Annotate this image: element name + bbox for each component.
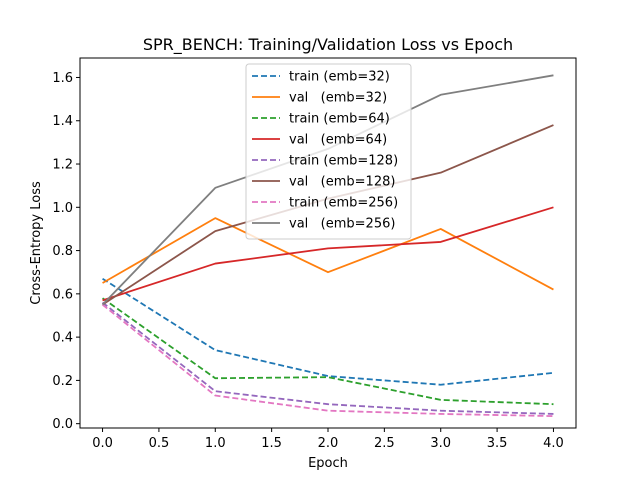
legend: train (emb=32) val (emb=32) train (emb=64)…	[245, 63, 412, 240]
legend-entry: train (emb=128)	[289, 154, 398, 169]
x-tick-label: 0.5	[149, 436, 170, 451]
series-line-1	[102, 217, 554, 291]
x-tick-label: 3.5	[487, 436, 508, 451]
x-tick-label: 1.5	[261, 436, 282, 451]
y-tick-label: 1.0	[52, 201, 73, 216]
x-tick-label: 2.0	[318, 436, 339, 451]
y-axis-label: Cross-Entropy Loss	[29, 181, 44, 305]
series-line-2	[102, 297, 554, 406]
legend-entry: val (emb=128)	[289, 175, 395, 190]
y-axis-ticks: 0.0 0.2 0.4 0.6 0.8 1.0 1.2 1.4 1.6	[52, 71, 80, 432]
legend-entry: val (emb=256)	[289, 217, 395, 232]
x-tick-label: 2.5	[374, 436, 395, 451]
x-tick-label: 4.0	[543, 436, 564, 451]
y-tick-label: 0.8	[52, 244, 73, 259]
legend-entry: val (emb=64)	[289, 133, 387, 148]
x-axis-ticks: 0.0 0.5 1.0 1.5 2.0 2.5 3.0 3.5 4.0	[92, 428, 564, 451]
legend-frame	[245, 63, 412, 240]
legend-entry: train (emb=256)	[289, 196, 398, 211]
series-line-4	[101, 301, 554, 415]
y-tick-label: 1.6	[52, 71, 73, 86]
series-line-6	[101, 303, 554, 417]
legend-entry: train (emb=64)	[289, 112, 390, 127]
y-tick-label: 1.4	[52, 114, 73, 129]
y-tick-label: 0.0	[52, 417, 73, 432]
x-tick-label: 0.0	[92, 436, 113, 451]
y-tick-label: 0.6	[52, 287, 73, 302]
x-tick-label: 3.0	[430, 436, 451, 451]
x-axis-label: Epoch	[308, 456, 348, 471]
y-tick-label: 1.2	[52, 158, 73, 173]
chart-title: SPR_BENCH: Training/Validation Loss vs E…	[143, 35, 513, 55]
series-line-3	[102, 206, 554, 302]
series-line-0	[102, 277, 554, 386]
y-tick-label: 0.4	[52, 331, 73, 346]
legend-entry: train (emb=32)	[289, 70, 390, 85]
x-tick-label: 1.0	[205, 436, 226, 451]
legend-entry: val (emb=32)	[289, 91, 387, 106]
y-tick-label: 0.2	[52, 374, 73, 389]
